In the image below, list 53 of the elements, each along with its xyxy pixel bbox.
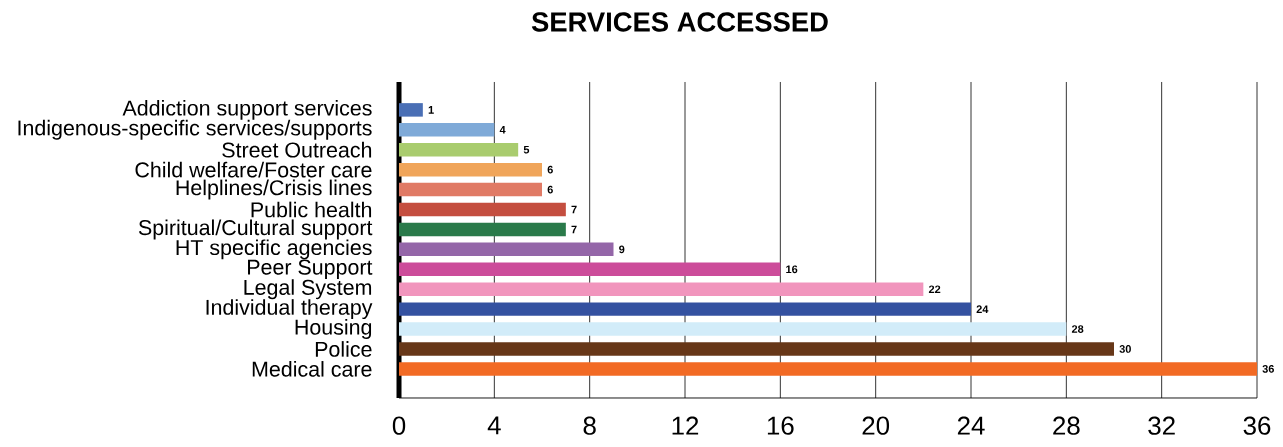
data-label: 36 xyxy=(1262,365,1274,373)
x-tick-label: 16 xyxy=(767,416,794,435)
bar xyxy=(399,362,1258,376)
bar xyxy=(399,103,423,117)
bar xyxy=(399,262,781,277)
y-tick-label: Public health xyxy=(251,201,372,218)
y-tick-label: Peer Support xyxy=(248,259,373,279)
y-tick-label: Police xyxy=(315,341,372,357)
bar xyxy=(399,322,1067,336)
y-tick-label: Child welfare/Foster care xyxy=(135,161,372,178)
bar xyxy=(399,142,519,157)
bar xyxy=(399,342,1114,356)
y-tick-label: Street Outreach xyxy=(222,141,372,158)
y-tick-label: Spiritual/Cultural support xyxy=(138,219,373,240)
bar xyxy=(399,162,543,177)
y-tick-label: Individual therapy xyxy=(206,299,373,320)
bar xyxy=(399,123,495,137)
data-label: 22 xyxy=(928,285,941,294)
y-tick-label: Helplines/Crisis lines xyxy=(176,179,372,200)
data-label: 6 xyxy=(547,185,553,194)
bar xyxy=(399,282,924,296)
data-label: 28 xyxy=(1071,325,1084,333)
data-label: 5 xyxy=(523,145,530,154)
bar xyxy=(399,222,566,237)
y-tick-label: Legal System xyxy=(244,279,372,300)
data-label: 16 xyxy=(786,265,798,274)
x-tick-label: 24 xyxy=(957,416,985,435)
x-tick-label: 0 xyxy=(392,416,406,435)
chart-title: SERVICES ACCESSED xyxy=(531,12,828,32)
y-tick-label: Indigenous-specific services/supports xyxy=(18,119,372,140)
data-label: 7 xyxy=(571,225,577,234)
data-label: 24 xyxy=(976,305,989,313)
data-label: 30 xyxy=(1119,345,1131,353)
x-tick-label: 8 xyxy=(583,416,596,435)
y-tick-label: HT specific agencies xyxy=(176,239,372,260)
x-tick-label: 28 xyxy=(1053,416,1080,435)
bar xyxy=(399,242,614,257)
data-label: 7 xyxy=(571,205,577,214)
x-tick-label: 12 xyxy=(672,416,699,435)
x-tick-label: 32 xyxy=(1148,416,1175,435)
data-label: 9 xyxy=(619,245,625,254)
x-tick-label: 20 xyxy=(862,416,890,435)
bar xyxy=(399,302,971,316)
bar xyxy=(399,182,543,197)
data-label: 1 xyxy=(428,106,434,114)
data-label: 6 xyxy=(547,165,553,174)
data-label: 4 xyxy=(499,126,506,134)
y-tick-label: Medical care xyxy=(252,361,372,377)
x-tick-label: 4 xyxy=(487,416,501,435)
y-tick-label: Addiction support services xyxy=(122,99,372,120)
bar xyxy=(399,202,566,217)
y-tick-label: Housing xyxy=(295,319,372,340)
x-tick-label: 36 xyxy=(1243,416,1271,435)
